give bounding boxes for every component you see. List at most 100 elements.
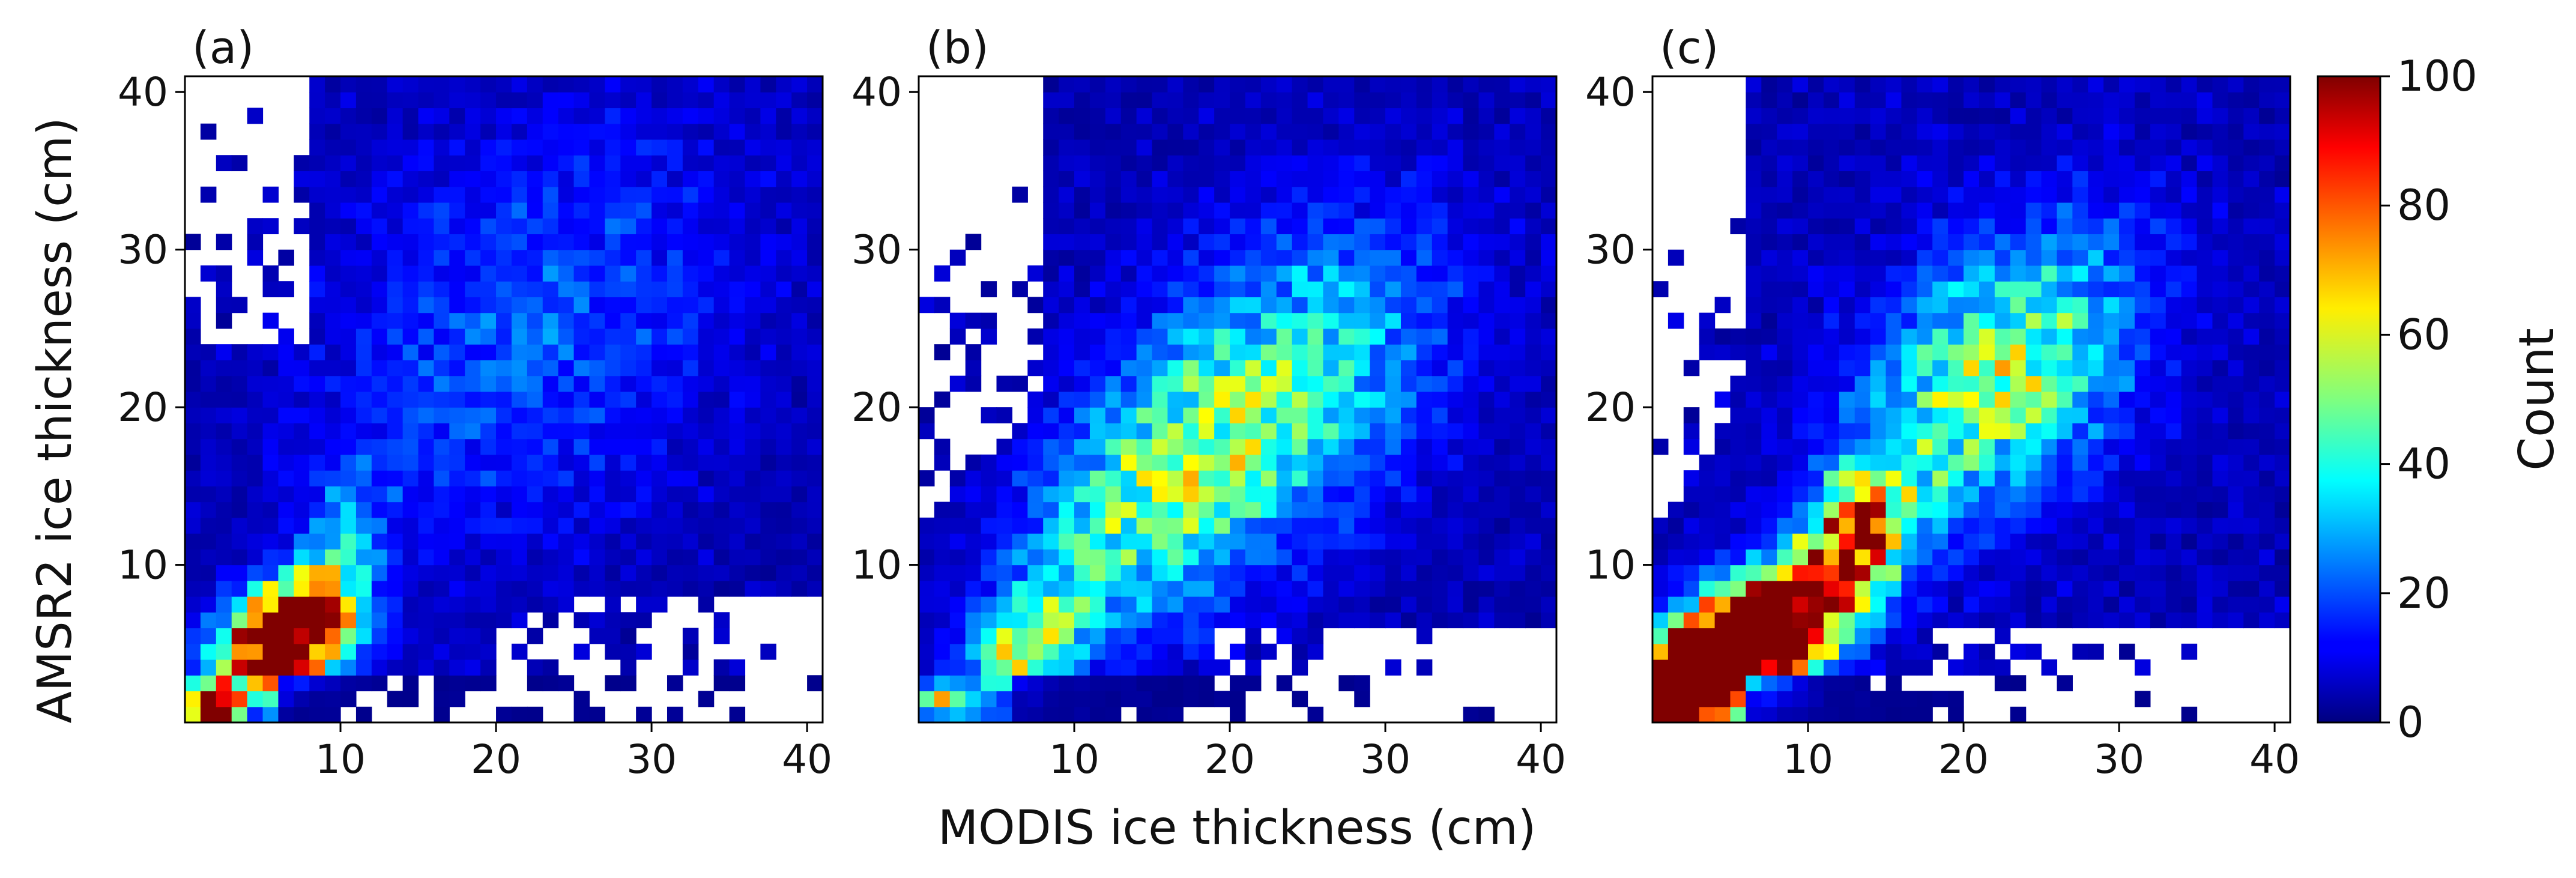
heatmap-cell (698, 312, 715, 329)
heatmap-cell (1994, 675, 2011, 692)
heatmap-cell (1699, 675, 1716, 692)
heatmap-cell (745, 423, 761, 440)
heatmap-cell (1074, 643, 1090, 660)
heatmap-cell (682, 234, 699, 250)
heatmap-cell (1932, 407, 1949, 423)
heatmap-cell (1777, 470, 1793, 486)
heatmap-cell (1478, 596, 1495, 613)
heatmap-cell (589, 565, 605, 581)
heatmap-cell (713, 470, 730, 486)
heatmap-cell (2228, 470, 2244, 486)
heatmap-cell (1183, 107, 1199, 124)
heatmap-cell (1478, 423, 1495, 440)
heatmap-cell (1152, 171, 1169, 187)
heatmap-cell (418, 202, 435, 219)
heatmap-cell (231, 533, 248, 550)
heatmap-cell (1901, 391, 1917, 408)
heatmap-cell (2010, 265, 2027, 282)
heatmap-cell (1199, 391, 1215, 408)
heatmap-cell (1494, 218, 1510, 235)
heatmap-cell (1541, 375, 1557, 392)
heatmap-cell (1808, 92, 1824, 109)
heatmap-cell (934, 344, 951, 360)
heatmap-cell (1183, 454, 1199, 471)
heatmap-cell (1260, 360, 1277, 377)
heatmap-cell (1948, 501, 1964, 518)
heatmap-cell (558, 281, 575, 298)
heatmap-cell (1245, 423, 1262, 440)
heatmap-cell (589, 249, 605, 266)
heatmap-cell (1994, 92, 2011, 109)
heatmap-cell (387, 691, 404, 707)
heatmap-cell (1074, 675, 1090, 692)
heatmap-cell (2010, 533, 2027, 550)
heatmap-cell (620, 281, 636, 298)
heatmap-cell (2181, 171, 2198, 187)
heatmap-cell (1105, 281, 1122, 298)
heatmap-cell (1043, 360, 1059, 377)
heatmap-cell (981, 580, 997, 597)
heatmap-cell (185, 517, 201, 534)
heatmap-cell (1994, 565, 2011, 581)
heatmap-cell (1901, 596, 1917, 613)
heatmap-cell (1839, 76, 1855, 92)
heatmap-cell (309, 549, 325, 566)
heatmap-cell (2259, 438, 2275, 455)
heatmap-cell (402, 297, 419, 313)
heatmap-cell (325, 407, 341, 423)
heatmap-cell (1400, 265, 1417, 282)
heatmap-cell (729, 281, 746, 298)
heatmap-cell (402, 344, 419, 360)
heatmap-cell (1839, 423, 1855, 440)
heatmap-cell (1979, 438, 1995, 455)
heatmap-cell (1870, 139, 1887, 156)
heatmap-cell (2072, 265, 2088, 282)
heatmap-cell (2165, 517, 2182, 534)
heatmap-cell (2103, 234, 2120, 250)
heatmap-cell (2041, 328, 2058, 345)
heatmap-cell (1964, 580, 1980, 597)
heatmap-cell (1932, 533, 1949, 550)
heatmap-cell (2057, 139, 2073, 156)
heatmap-cell (2243, 328, 2260, 345)
heatmap-cell (1823, 123, 1840, 140)
heatmap-cell (1746, 596, 1762, 613)
heatmap-cell (542, 438, 559, 455)
heatmap-cell (776, 454, 792, 471)
heatmap-cell (1714, 391, 1731, 408)
heatmap-cell (247, 565, 264, 581)
heatmap-cell (355, 438, 372, 455)
heatmap-cell (573, 549, 590, 566)
heatmap-cell (2259, 139, 2275, 156)
panel-label: (a) (192, 22, 254, 74)
heatmap-cell (496, 596, 512, 613)
heatmap-cell (449, 171, 465, 187)
heatmap-cell (1699, 565, 1716, 581)
heatmap-cell (636, 344, 652, 360)
heatmap-cell (934, 533, 951, 550)
heatmap-cell (776, 281, 792, 298)
heatmap-cell (1948, 706, 1964, 723)
heatmap-cell (1494, 234, 1510, 250)
heatmap-cell (1183, 533, 1199, 550)
heatmap-cell (2025, 423, 2042, 440)
heatmap-cell (2088, 155, 2104, 172)
heatmap-cell (231, 706, 248, 723)
heatmap-cell (2072, 155, 2088, 172)
heatmap-cell (2181, 501, 2198, 518)
heatmap-cell (2072, 375, 2088, 392)
heatmap-cell (1854, 423, 1871, 440)
heatmap-cell (1823, 423, 1840, 440)
heatmap-cell (1230, 123, 1246, 140)
heatmap-cell (1730, 517, 1747, 534)
heatmap-cell (682, 407, 699, 423)
heatmap-cell (776, 360, 792, 377)
heatmap-cell (1183, 375, 1199, 392)
heatmap-cell (965, 454, 982, 471)
heatmap-cell (1746, 92, 1762, 109)
heatmap-cell (1525, 344, 1541, 360)
heatmap-cell (1964, 407, 1980, 423)
heatmap-cell (1432, 501, 1448, 518)
heatmap-cell (1730, 391, 1747, 408)
heatmap-cell (1199, 344, 1215, 360)
